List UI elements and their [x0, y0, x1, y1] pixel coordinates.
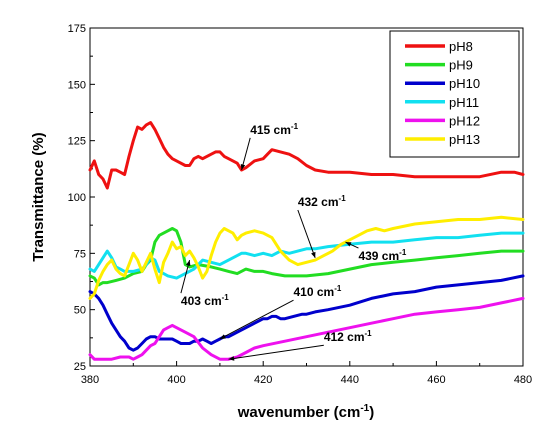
annotation-arrow: [241, 137, 251, 171]
series-lines: [88, 121, 525, 361]
legend-box: [389, 30, 520, 158]
y-tick-label: 125: [68, 136, 86, 148]
series-line-ph10: [88, 274, 525, 352]
annotation-arrowhead: [345, 242, 352, 247]
series-line-ph12: [88, 296, 525, 361]
y-tick-label: 175: [68, 23, 86, 35]
annotation-label: 410 cm-1: [294, 284, 342, 299]
annotation-arrow: [297, 209, 316, 259]
annotation-arrow: [228, 344, 324, 360]
annotation-arrow: [219, 299, 294, 340]
annotation-arrowhead: [185, 260, 191, 267]
x-axis-title: wavenumber (cm-1): [237, 403, 374, 421]
x-tick-label: 480: [514, 374, 532, 386]
series-line-ph11: [88, 231, 525, 280]
y-tick-label: 150: [68, 79, 86, 91]
series-line-ph8: [88, 121, 525, 190]
annotation-arrow: [180, 259, 191, 294]
y-tick-label: 100: [68, 192, 86, 204]
annotation-label: 415 cm-1: [250, 122, 298, 137]
x-tick-label: 460: [427, 374, 445, 386]
x-axis: 380 400 420 440 460 480: [81, 361, 532, 386]
y-tick-label: 50: [74, 305, 86, 317]
x-tick-label: 380: [81, 374, 99, 386]
legend-label-ph13: pH13: [449, 132, 480, 147]
y-axis-title: Transmittance (%): [30, 132, 47, 261]
x-tick-label: 400: [167, 374, 185, 386]
legend-label-ph12: pH12: [449, 113, 480, 128]
legend-label-ph11: pH11: [449, 95, 479, 110]
legend-label-ph9: pH9: [449, 58, 473, 73]
series-line-ph13: [88, 215, 525, 300]
annotations: 415 cm-1 432 cm-1 439 cm-1 403 cm-1 410 cm-1…: [180, 122, 407, 361]
y-tick-label: 75: [74, 248, 86, 260]
y-tick-label: 25: [74, 361, 86, 373]
annotation-arrowhead: [219, 334, 226, 339]
x-tick-label: 420: [254, 374, 272, 386]
legend-label-ph8: pH8: [449, 39, 473, 54]
annotation-label: 403 cm-1: [181, 293, 229, 308]
annotation-label: 432 cm-1: [298, 194, 346, 209]
legend: pH8 pH9 pH10 pH11 pH12 pH13: [389, 30, 520, 158]
annotation-label: 439 cm-1: [358, 248, 406, 263]
annotation-arrowhead: [311, 251, 316, 258]
annotation-arrowhead: [240, 164, 246, 170]
y-axis: 25 50 75 100 125 150 175: [68, 23, 95, 373]
annotation-arrowhead: [228, 356, 235, 361]
annotation-label: 412 cm-1: [324, 329, 372, 344]
x-tick-label: 440: [341, 374, 359, 386]
legend-label-ph10: pH10: [449, 76, 480, 91]
